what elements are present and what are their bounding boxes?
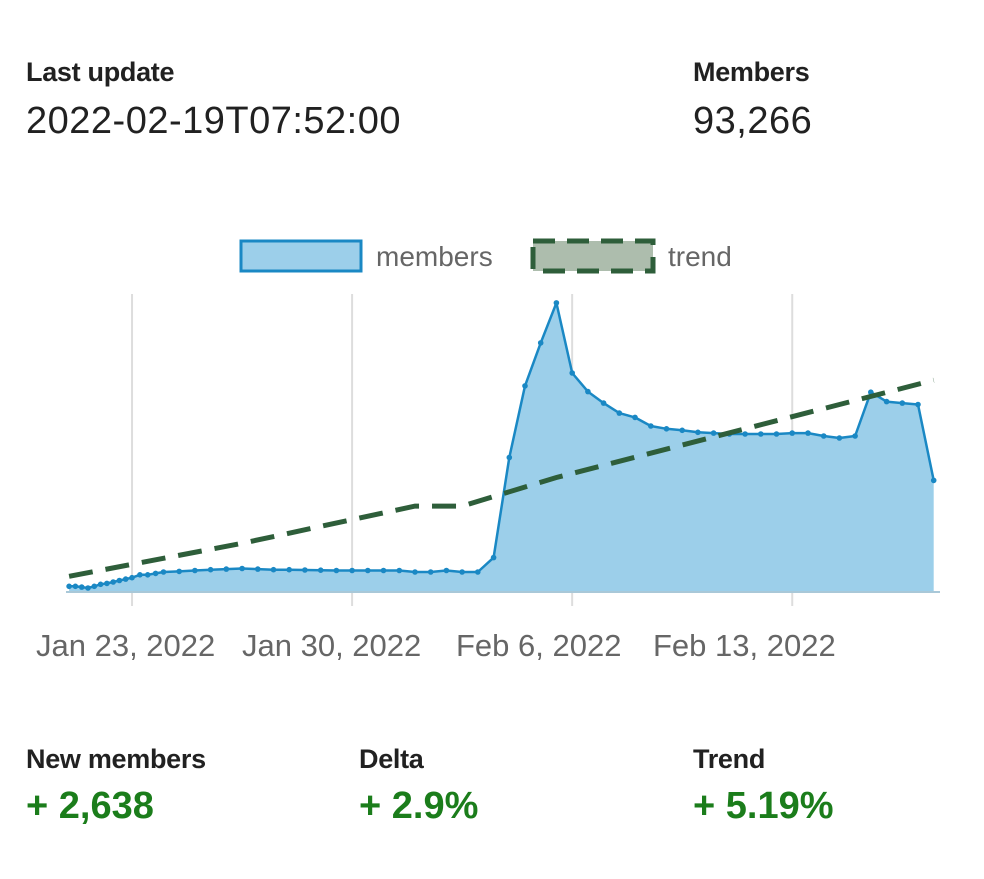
- members-point: [110, 579, 116, 585]
- members-area: [69, 302, 934, 592]
- members-point: [695, 429, 701, 436]
- members-point: [78, 584, 85, 590]
- members-point: [852, 433, 858, 439]
- members-point: [679, 427, 685, 434]
- members-point: [286, 566, 293, 573]
- members-point: [443, 567, 450, 574]
- members-point: [380, 567, 387, 574]
- members-point: [805, 430, 811, 436]
- members-point: [773, 431, 780, 437]
- last-update-label: Last update: [26, 57, 175, 87]
- members-point: [192, 567, 198, 574]
- x-tick-label: Feb 13, 2022: [653, 628, 836, 663]
- members-point: [122, 576, 129, 582]
- trend-line: [68, 377, 935, 579]
- members-point: [137, 572, 143, 578]
- members-point: [270, 566, 277, 573]
- new-members-stat: New members + 2,638: [26, 744, 206, 828]
- members-point: [569, 370, 575, 376]
- members-point: [104, 580, 110, 587]
- trend-stat: Trend + 5.19%: [693, 744, 834, 828]
- delta-label: Delta: [359, 744, 424, 774]
- members-point: [254, 566, 261, 572]
- delta-stat: Delta + 2.9%: [359, 744, 478, 828]
- members-point: [820, 433, 827, 439]
- members-point: [144, 572, 151, 578]
- trend-series: [68, 377, 935, 579]
- members-point: [207, 566, 214, 573]
- members-point: [616, 410, 623, 416]
- members-point: [72, 583, 79, 590]
- members-point: [585, 388, 591, 395]
- last-update-stat: Last update 2022-02-19T07:52:00: [26, 57, 401, 143]
- members-point: [899, 400, 906, 406]
- members-point: [97, 581, 104, 588]
- members-point: [152, 570, 159, 577]
- members-point: [459, 569, 465, 575]
- members-point: [758, 431, 764, 437]
- members-point: [883, 398, 890, 405]
- x-tick-label: Jan 30, 2022: [242, 628, 421, 663]
- members-point: [317, 567, 324, 573]
- members-point: [506, 454, 513, 461]
- members-series: [66, 301, 940, 593]
- members-point: [537, 340, 544, 346]
- members-point: [129, 574, 135, 581]
- members-point: [553, 300, 560, 306]
- members-point: [490, 554, 497, 561]
- members-point: [710, 430, 717, 436]
- members-point: [176, 568, 182, 575]
- members-point: [396, 567, 403, 574]
- members-point: [333, 567, 340, 574]
- members-point: [930, 477, 937, 484]
- last-update-value: 2022-02-19T07:52:00: [26, 100, 402, 142]
- legend-trend-label[interactable]: trend: [668, 241, 732, 272]
- members-point: [160, 569, 167, 575]
- members-point: [427, 569, 434, 575]
- members-point: [648, 423, 654, 429]
- members-chart: members trend Jan 23, 2022 Jan 30, 2022 Fe…: [36, 238, 940, 663]
- members-point: [223, 566, 230, 572]
- members-point: [365, 567, 371, 574]
- members-point: [632, 414, 638, 421]
- members-points: [66, 300, 937, 591]
- members-point: [600, 400, 607, 406]
- delta-value: + 2.9%: [359, 785, 479, 827]
- members-point: [742, 431, 748, 437]
- chart-legend: members trend: [239, 238, 732, 274]
- members-point: [789, 430, 795, 436]
- members-point: [475, 569, 481, 575]
- members-point: [349, 567, 355, 574]
- trend-label: Trend: [693, 744, 766, 774]
- members-point: [91, 583, 98, 590]
- members-point: [239, 565, 245, 572]
- members-point: [522, 383, 528, 389]
- members-point: [836, 435, 843, 441]
- members-label: Members: [693, 57, 810, 87]
- members-point: [116, 577, 123, 584]
- legend-members-swatch[interactable]: [239, 239, 363, 273]
- members-stat: Members 93,266: [693, 57, 812, 143]
- members-point: [85, 585, 91, 591]
- members-point: [302, 567, 308, 573]
- x-axis-ticks: Jan 23, 2022 Jan 30, 2022 Feb 6, 2022 Feb 1…: [36, 628, 836, 663]
- x-tick-label: Feb 6, 2022: [456, 628, 621, 663]
- members-point: [915, 401, 921, 408]
- members-value: 93,266: [693, 100, 813, 142]
- new-members-label: New members: [26, 744, 206, 774]
- legend-trend-swatch[interactable]: [530, 238, 656, 274]
- members-point: [66, 583, 72, 590]
- trend-value: + 5.19%: [693, 785, 834, 827]
- members-point: [412, 569, 418, 575]
- members-point: [663, 426, 670, 432]
- new-members-value: + 2,638: [26, 785, 154, 827]
- x-tick-label: Jan 23, 2022: [36, 628, 215, 663]
- members-line: [69, 301, 935, 590]
- legend-members-label[interactable]: members: [376, 241, 493, 272]
